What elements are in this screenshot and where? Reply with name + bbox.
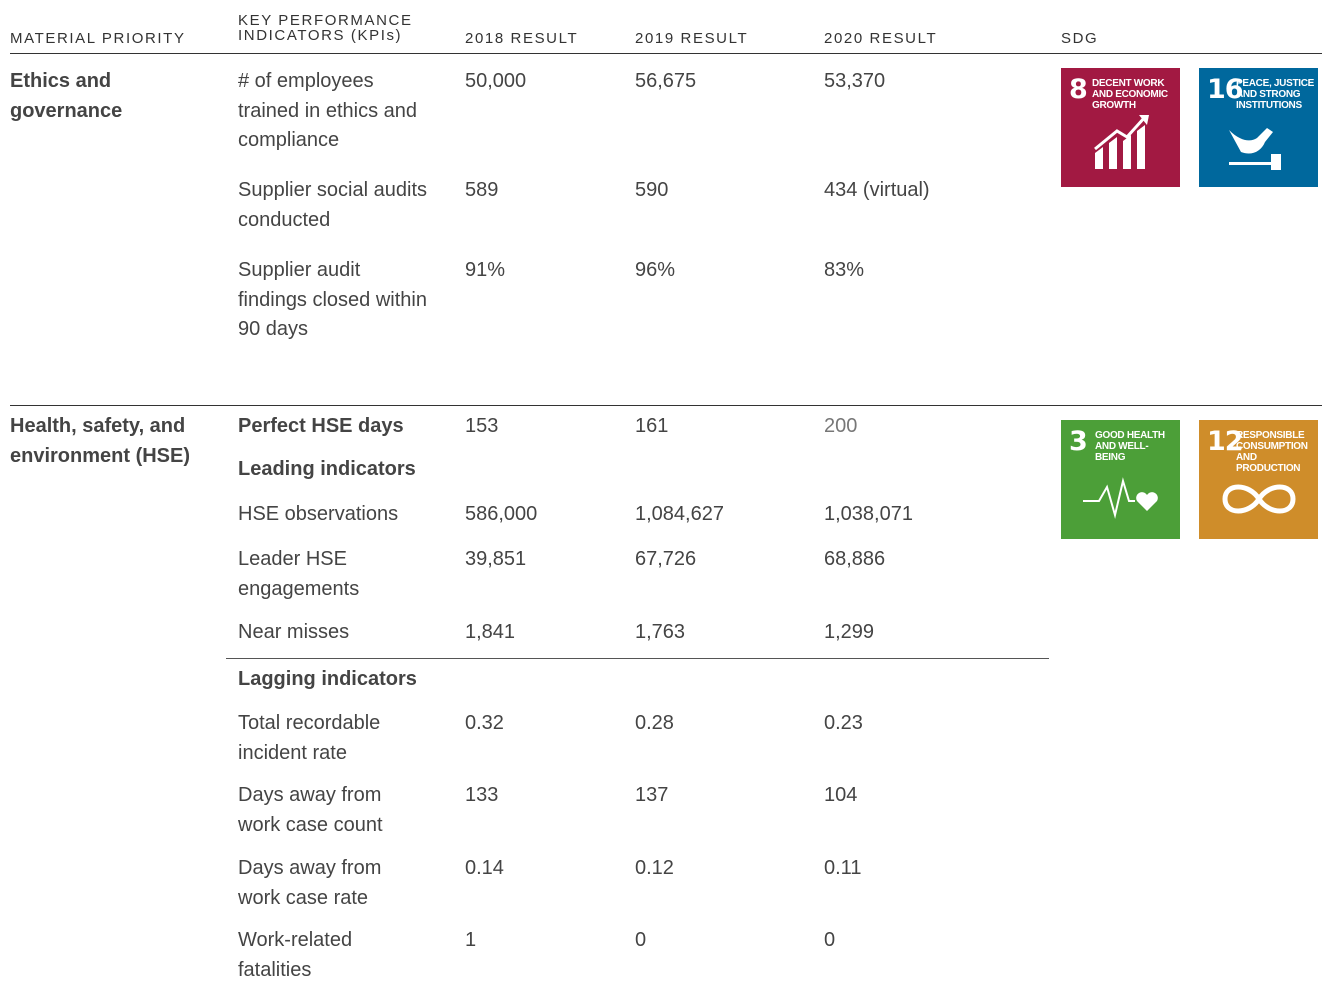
kpi-value: 0.23 <box>824 712 863 734</box>
kpi-label: Total recordable incident rate <box>238 712 381 764</box>
column-header: SDG <box>1061 30 1099 47</box>
sdg-icon <box>1222 484 1296 514</box>
kpi-value: 0 <box>635 929 647 951</box>
kpi-value: 91% <box>465 259 506 281</box>
sdg-icon <box>1094 115 1149 169</box>
column-header: 2019 RESULT <box>635 30 749 47</box>
kpi-value: 67,726 <box>635 548 697 570</box>
sdg-label: RESPONSIBLE CONSUMPTION AND PRODUCTION <box>1236 430 1308 474</box>
kpi-value: 39,851 <box>465 548 527 570</box>
material-priority: Health, safety, and environment (HSE) <box>10 415 191 467</box>
sdg-number: 16 <box>1207 74 1244 105</box>
kpi-value: 0.14 <box>465 857 504 879</box>
kpi-value: 104 <box>824 784 858 806</box>
kpi-value: 0.28 <box>635 712 674 734</box>
kpi-value: 53,370 <box>824 70 886 92</box>
kpi-value: 1,841 <box>465 621 516 643</box>
kpi-label: HSE observations <box>238 503 399 525</box>
kpi-value: 133 <box>465 784 499 806</box>
kpi-label: Supplier audit findings closed within 90… <box>238 259 427 340</box>
kpi-value: 0 <box>824 929 836 951</box>
material-priority: Ethics and governance <box>10 70 123 122</box>
kpi-value: 1 <box>465 929 477 951</box>
sdg-label: PEACE, JUSTICE AND STRONG INSTITUTIONS <box>1236 78 1315 111</box>
kpi-label: Days away from work case rate <box>238 857 382 909</box>
kpi-value: 137 <box>635 784 669 806</box>
kpi-value: 434 (virtual) <box>824 179 930 201</box>
column-header: 2020 RESULT <box>824 30 938 47</box>
sdg-number: 12 <box>1207 426 1244 457</box>
sdg-number: 8 <box>1069 74 1088 105</box>
kpi-value: 1,299 <box>824 621 875 643</box>
rule <box>10 405 1322 406</box>
kpi-value: 83% <box>824 259 865 281</box>
rule <box>10 53 1322 54</box>
kpi-value: 589 <box>465 179 499 201</box>
kpi-value: 200 <box>824 415 858 437</box>
kpi-value: 590 <box>635 179 669 201</box>
kpi-label: Near misses <box>238 621 350 643</box>
kpi-label: Perfect HSE days <box>238 415 404 437</box>
column-header: 2018 RESULT <box>465 30 579 47</box>
column-header: KEY PERFORMANCE INDICATORS (KPIs) <box>238 12 413 44</box>
kpi-label: Supplier social audits conducted <box>238 179 427 231</box>
kpi-value: 161 <box>635 415 669 437</box>
sdg-tile: 12 RESPONSIBLE CONSUMPTION AND PRODUCTIO… <box>1199 420 1318 539</box>
kpi-label: Leader HSE engagements <box>238 548 360 600</box>
kpi-value: 68,886 <box>824 548 886 570</box>
column-header: MATERIAL PRIORITY <box>10 30 186 47</box>
kpi-value: 0.11 <box>824 857 862 879</box>
kpi-value: 1,038,071 <box>824 503 913 525</box>
sdg-icon <box>1083 477 1158 519</box>
subheading: Lagging indicators <box>238 668 417 690</box>
kpi-value: 0.12 <box>635 857 674 879</box>
kpi-label: # of employees trained in ethics and com… <box>238 70 418 151</box>
sdg-tile: 8 DECENT WORK AND ECONOMIC GROWTH <box>1061 68 1180 187</box>
kpi-value: 1,084,627 <box>635 503 724 525</box>
sdg-label: GOOD HEALTH AND WELL-BEING <box>1095 430 1165 463</box>
kpi-label: Days away from work case count <box>238 784 383 836</box>
kpi-value: 56,675 <box>635 70 697 92</box>
sdg-label: DECENT WORK AND ECONOMIC GROWTH <box>1092 78 1168 111</box>
sdg-tile: 16 PEACE, JUSTICE AND STRONG INSTITUTION… <box>1199 68 1318 187</box>
sdg-icon <box>1229 128 1281 170</box>
kpi-value: 586,000 <box>465 503 538 525</box>
subheading: Leading indicators <box>238 458 416 480</box>
kpi-value: 96% <box>635 259 676 281</box>
kpi-label: Work-related fatalities <box>238 929 353 981</box>
rule <box>226 658 1049 659</box>
kpi-value: 153 <box>465 415 499 437</box>
sdg-number: 3 <box>1069 426 1088 457</box>
sdg-tile: 3 GOOD HEALTH AND WELL-BEING <box>1061 420 1180 539</box>
kpi-value: 50,000 <box>465 70 527 92</box>
kpi-value: 0.32 <box>465 712 504 734</box>
kpi-value: 1,763 <box>635 621 686 643</box>
